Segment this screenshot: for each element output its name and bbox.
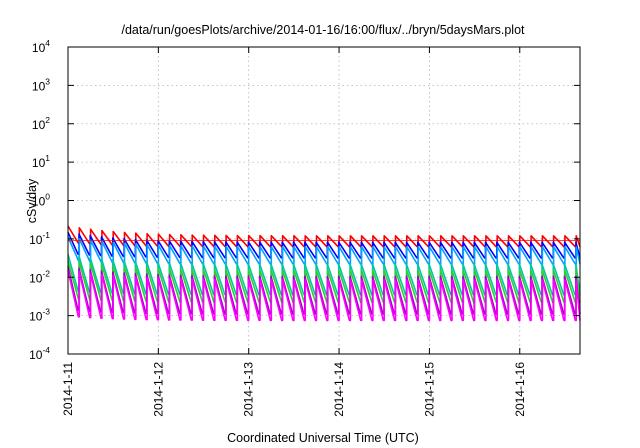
x-tick-label: 2014-1-15 (422, 362, 436, 417)
y-tick-base: 10 (29, 348, 43, 362)
series-line (67, 225, 581, 248)
grid (68, 47, 580, 354)
y-tick-exponent: -1 (42, 230, 50, 240)
y-tick-label: 100 (32, 192, 50, 209)
y-tick-exponent: -2 (42, 268, 50, 278)
y-tick-label: 10-1 (29, 230, 50, 247)
y-tick-label: 101 (32, 153, 50, 170)
y-tick-base: 10 (32, 156, 46, 170)
y-tick-label: 10-4 (29, 345, 50, 362)
y-tick-base: 10 (32, 195, 46, 209)
y-tick-label: 10-2 (29, 268, 50, 285)
y-tick-exponent: 2 (45, 115, 50, 125)
y-tick-base: 10 (29, 233, 43, 247)
y-tick-label: 10-3 (29, 307, 50, 324)
x-tick-label: 2014-1-11 (61, 362, 75, 416)
y-tick-base: 10 (32, 118, 46, 132)
series-layer (67, 225, 581, 322)
y-tick-label: 103 (32, 76, 50, 93)
x-axis-label: Coordinated Universal Time (UTC) (227, 431, 419, 445)
y-tick-base: 10 (29, 310, 43, 324)
y-tick-label: 104 (32, 38, 50, 55)
x-tick-label: 2014-1-12 (151, 362, 165, 417)
y-tick-label: 102 (32, 115, 50, 132)
y-tick-base: 10 (29, 271, 43, 285)
y-tick-exponent: 3 (45, 76, 50, 86)
chart-title: /data/run/goesPlots/archive/2014-01-16/1… (121, 23, 525, 37)
y-tick-exponent: -3 (42, 307, 50, 317)
x-tick-labels: 2014-1-11 2014-1-12 2014-1-13 2014-1-14 2014… (61, 362, 527, 417)
ticks (67, 46, 580, 355)
y-tick-exponent: 1 (45, 153, 50, 163)
x-tick-label: 2014-1-14 (332, 362, 346, 417)
x-tick-label: 2014-1-16 (513, 362, 527, 417)
y-tick-exponent: 4 (45, 38, 50, 48)
y-axis-label: cSv/day (25, 178, 39, 223)
series-line (67, 270, 581, 322)
y-tick-base: 10 (32, 79, 46, 93)
x-tick-label: 2014-1-13 (242, 362, 256, 417)
y-tick-base: 10 (32, 41, 46, 55)
y-tick-exponent: 0 (45, 192, 50, 202)
y-tick-exponent: -4 (42, 345, 50, 355)
